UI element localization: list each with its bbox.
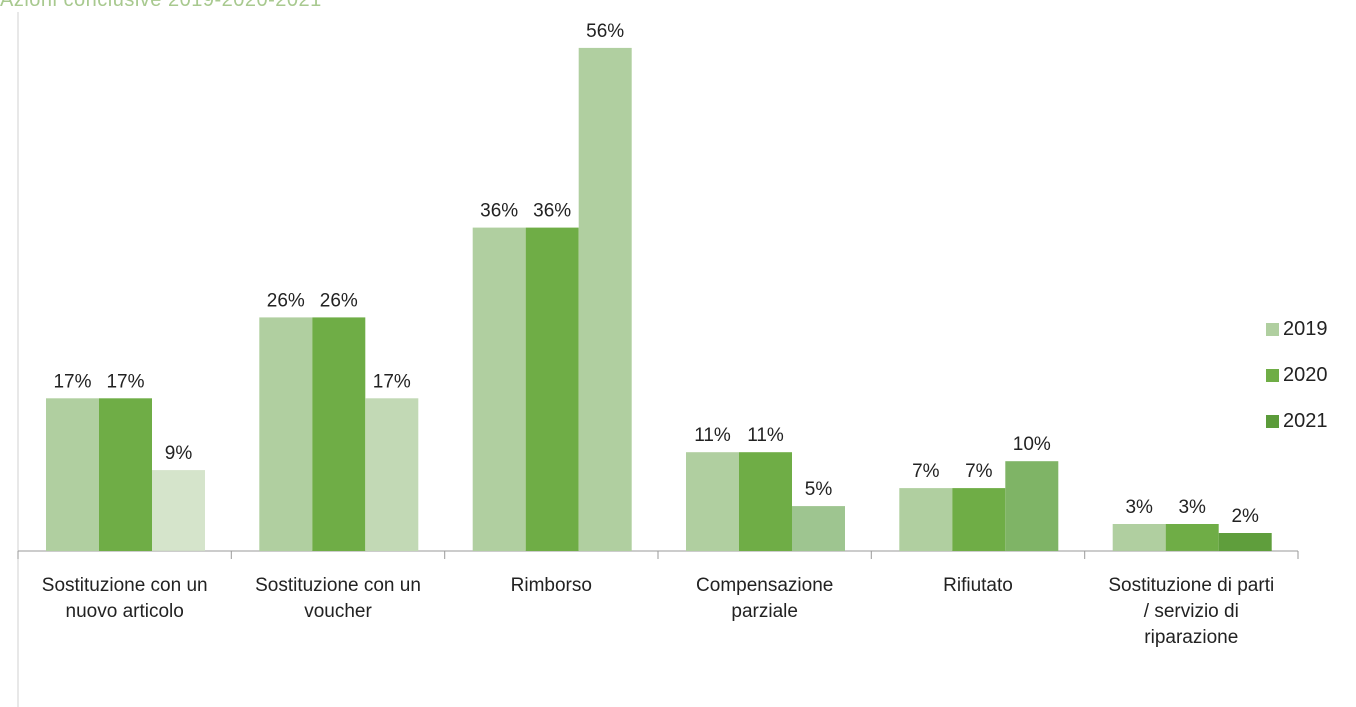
value-label-2019-1: 26% <box>267 290 305 311</box>
bar-2020-1 <box>312 317 366 551</box>
value-label-2021-2: 56% <box>586 21 624 42</box>
bar-2019-5 <box>1112 524 1166 551</box>
bar-2019-0 <box>46 398 99 551</box>
value-label-2020-3: 11% <box>747 425 784 446</box>
legend-swatch-2020 <box>1266 368 1279 382</box>
bar-2021-1 <box>365 398 419 551</box>
value-label-2021-5: 2% <box>1231 506 1259 527</box>
tick-marks-group <box>17 551 1299 559</box>
value-labels-group: 17% 17% 9% 26% 26% 17% 36% 36% 56% 11% 11% 5% 7% 7% 10… <box>53 21 1259 527</box>
value-label-2021-1: 17% <box>373 371 411 392</box>
bar-2019-3 <box>686 452 739 551</box>
bar-2020-3 <box>739 452 792 551</box>
bar-2019-4 <box>899 488 953 551</box>
bar-2019-2 <box>472 227 526 551</box>
legend: 2019 2020 2021 <box>1266 306 1328 444</box>
value-label-2020-1: 26% <box>320 290 358 311</box>
value-label-2020-5: 3% <box>1178 497 1206 518</box>
value-label-2020-2: 36% <box>533 201 571 222</box>
legend-label-2019: 2019 <box>1283 317 1328 340</box>
bar-2020-4 <box>952 488 1006 551</box>
bar-2020-2 <box>525 227 579 551</box>
chart-title: Azioni conclusive 2019-2020-2021 <box>0 0 322 11</box>
bar-2021-2 <box>578 47 632 552</box>
value-label-2020-0: 17% <box>106 371 144 392</box>
category-label-3: Compensazione parziale <box>696 575 833 622</box>
value-label-2019-3: 11% <box>694 425 731 446</box>
bar-2021-5 <box>1218 533 1272 551</box>
bar-2020-5 <box>1165 524 1219 551</box>
category-labels-group: Sostituzione con un nuovo articolo Sostitu… <box>42 575 1274 648</box>
value-label-2019-4: 7% <box>912 461 940 482</box>
value-label-2021-3: 5% <box>805 479 833 500</box>
category-label-1: Sostituzione con un voucher <box>255 575 421 622</box>
bar-2021-3 <box>792 506 845 551</box>
legend-item-2019: 2019 <box>1266 306 1328 352</box>
value-label-2021-0: 9% <box>165 443 193 464</box>
legend-swatch-2021 <box>1266 414 1279 428</box>
bars-group <box>46 47 1272 552</box>
legend-swatch-2019 <box>1266 322 1279 336</box>
category-label-0: Sostituzione con un nuovo articolo <box>42 575 208 622</box>
bar-2021-4 <box>1005 461 1059 551</box>
legend-item-2020: 2020 <box>1266 352 1328 398</box>
category-label-5: Sostituzione di parti / servizio di ripara… <box>1108 575 1274 648</box>
legend-label-2020: 2020 <box>1283 363 1328 386</box>
category-label-2: Rimborso <box>511 575 592 596</box>
category-label-4: Rifiutato <box>943 575 1013 596</box>
value-label-2020-4: 7% <box>965 461 993 482</box>
bar-2019-1 <box>259 317 313 551</box>
bar-2021-0 <box>152 470 205 551</box>
legend-item-2021: 2021 <box>1266 398 1328 444</box>
value-label-2019-5: 3% <box>1125 497 1153 518</box>
bar-2020-0 <box>99 398 152 551</box>
value-label-2019-0: 17% <box>53 371 91 392</box>
legend-label-2021: 2021 <box>1283 409 1328 432</box>
value-label-2019-2: 36% <box>480 201 518 222</box>
value-label-2021-4: 10% <box>1013 434 1051 455</box>
